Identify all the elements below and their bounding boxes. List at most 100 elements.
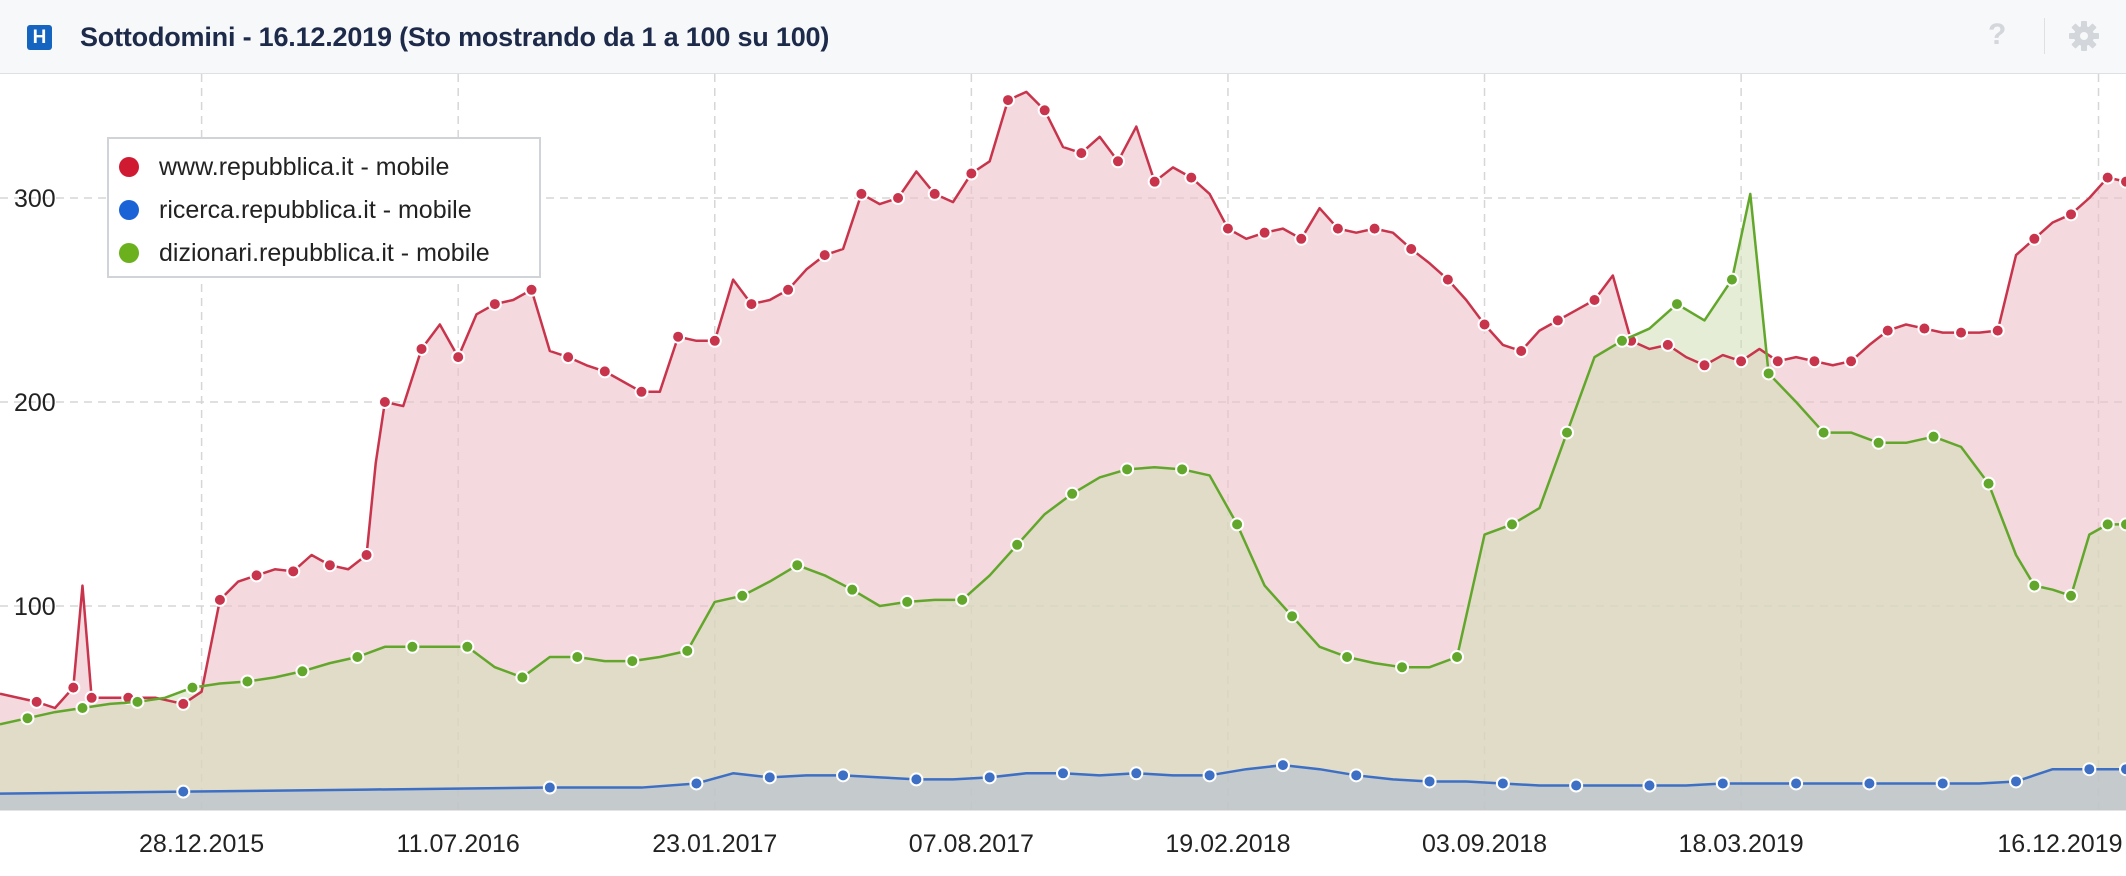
data-point-ricerca	[689, 776, 704, 791]
data-point-www	[1001, 93, 1016, 108]
data-point-www	[1587, 293, 1602, 307]
data-point-www	[927, 186, 942, 201]
data-point-dizionari	[515, 670, 530, 685]
data-point-dizionari	[1065, 486, 1080, 501]
data-point-www	[744, 297, 759, 312]
page-title: Sottodomini - 16.12.2019 (Sto mostrando …	[80, 22, 830, 52]
data-point-dizionari	[1395, 660, 1410, 675]
data-point-dizionari	[1175, 462, 1190, 477]
data-point-ricerca	[762, 770, 777, 785]
data-point-dizionari	[350, 650, 365, 664]
x-tick-label: 23.01.2017	[652, 830, 777, 858]
data-point-www	[817, 248, 832, 263]
data-point-www	[2119, 174, 2126, 189]
y-tick-label: 300	[14, 185, 56, 213]
data-point-ricerca	[909, 772, 924, 787]
gear-icon[interactable]	[2068, 20, 2100, 57]
data-point-www	[1807, 354, 1822, 369]
data-point-dizionari	[75, 701, 90, 715]
y-tick-label: 200	[14, 389, 56, 417]
data-point-ricerca	[836, 768, 851, 783]
data-point-www	[707, 333, 722, 348]
data-point-ricerca	[982, 770, 997, 785]
chart-legend: www.repubblica.it - mobile ricerca.repub…	[107, 137, 541, 278]
data-point-dizionari	[1614, 333, 1629, 348]
data-point-dizionari	[295, 664, 310, 679]
legend-item-ricerca[interactable]: ricerca.repubblica.it - mobile	[119, 195, 472, 225]
data-point-www	[1514, 344, 1529, 358]
data-point-www	[1404, 242, 1419, 256]
chart-area: 100 200 300 28.12.2015 11.07.2016 23.01.2017 0…	[0, 74, 2126, 876]
data-point-dizionari	[955, 592, 970, 607]
legend-label: www.repubblica.it - mobile	[159, 152, 450, 181]
data-point-dizionari	[1926, 429, 1941, 444]
data-point-www	[66, 680, 81, 695]
legend-dot-blue	[119, 200, 139, 220]
data-point-dizionari	[1816, 425, 1831, 440]
series-line-www	[0, 90, 2126, 710]
legend-label: dizionari.repubblica.it - mobile	[159, 238, 490, 267]
data-point-www	[286, 564, 301, 579]
data-point-dizionari	[2064, 588, 2079, 603]
data-point-dizionari	[1450, 650, 1465, 664]
data-point-www	[487, 297, 502, 312]
data-point-www	[249, 568, 264, 583]
help-icon[interactable]: ?	[1988, 18, 2007, 51]
data-point-dizionari	[240, 674, 255, 689]
x-tick-label: 16.12.2019	[1997, 830, 2122, 858]
data-point-ricerca	[1862, 776, 1877, 791]
data-point-www	[1074, 146, 1089, 161]
x-tick-label: 11.07.2016	[397, 830, 520, 858]
data-point-www	[1917, 321, 1932, 336]
legend-dot-red	[119, 157, 139, 177]
x-tick-label: 18.03.2019	[1679, 830, 1804, 858]
data-point-www	[1770, 354, 1785, 369]
data-point-www	[1367, 221, 1382, 236]
data-point-www	[359, 548, 374, 562]
data-point-www	[1147, 174, 1162, 189]
data-point-www	[2027, 231, 2042, 246]
data-point-ricerca	[1789, 776, 1804, 791]
area-ricerca	[0, 765, 2126, 810]
x-tick-label: 19.02.2018	[1165, 830, 1290, 858]
data-point-dizionari	[1669, 297, 1684, 312]
data-point-ricerca	[1129, 766, 1144, 781]
data-point-www	[1110, 154, 1125, 169]
data-point-dizionari	[2119, 517, 2126, 532]
data-point-www	[414, 341, 429, 356]
data-point-www	[1660, 337, 1675, 352]
data-point-ricerca	[176, 784, 191, 799]
data-point-dizionari	[1724, 272, 1739, 287]
data-point-ricerca	[1935, 776, 1950, 791]
data-point-ricerca	[2082, 762, 2097, 777]
data-point-dizionari	[2100, 517, 2115, 532]
legend-label: ricerca.repubblica.it - mobile	[159, 195, 472, 224]
data-point-dizionari	[20, 711, 35, 726]
data-point-www	[29, 694, 44, 709]
legend-item-dizionari[interactable]: dizionari.repubblica.it - mobile	[119, 238, 490, 268]
x-tick-label: 28.12.2015	[139, 830, 264, 858]
data-point-ricerca	[1422, 774, 1437, 789]
data-point-www	[1734, 354, 1749, 369]
data-point-dizionari	[1560, 425, 1575, 440]
widget-header: H Sottodomini - 16.12.2019 (Sto mostrand…	[0, 0, 2126, 74]
data-point-dizionari	[1761, 366, 1776, 381]
data-point-dizionari	[1010, 537, 1025, 552]
data-point-www	[854, 186, 869, 201]
data-point-dizionari	[1120, 462, 1135, 477]
data-point-www	[2064, 207, 2079, 222]
header-divider	[2044, 18, 2045, 54]
data-point-ricerca	[1569, 778, 1584, 793]
data-point-ricerca	[1202, 768, 1217, 783]
legend-item-www[interactable]: www.repubblica.it - mobile	[119, 152, 449, 182]
data-point-dizionari	[845, 582, 860, 597]
y-tick-label: 100	[14, 593, 56, 621]
data-point-ricerca	[1715, 776, 1730, 791]
data-point-www	[781, 282, 796, 297]
data-point-ricerca	[1056, 766, 1070, 781]
data-point-dizionari	[1871, 435, 1886, 450]
data-point-www	[1440, 272, 1455, 287]
data-point-dizionari	[1340, 650, 1355, 664]
logo-icon: H	[27, 25, 52, 50]
data-point-www	[1294, 231, 1309, 246]
